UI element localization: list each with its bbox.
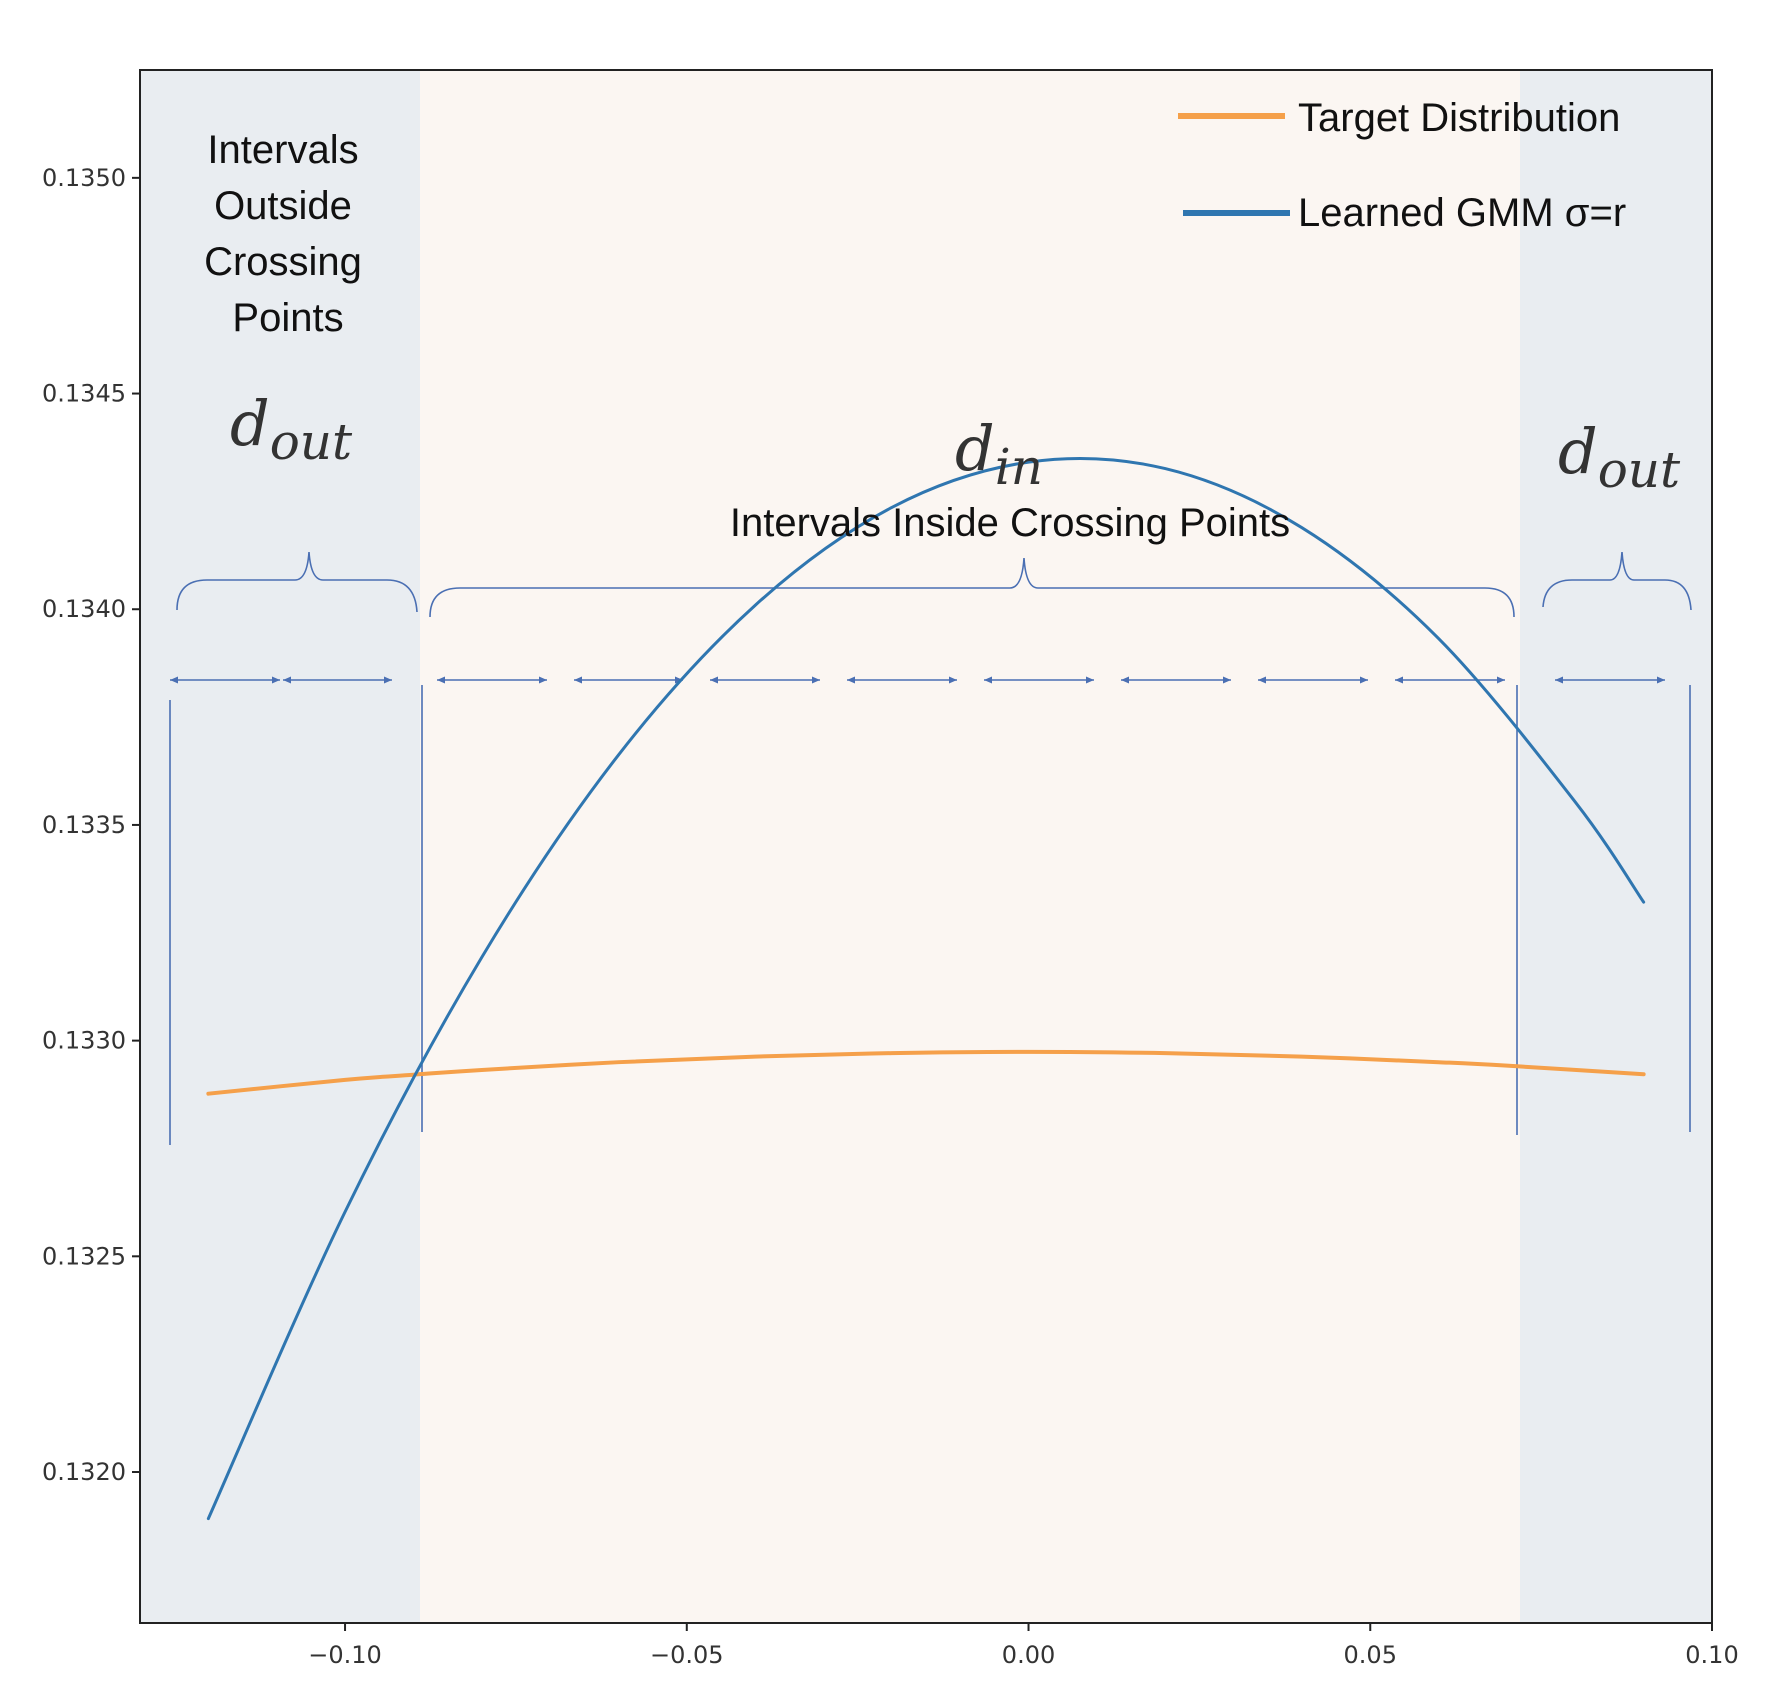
arrow-head [1497,676,1505,684]
arrow-head [539,676,547,684]
d-out-base: d [230,387,270,460]
plot-frame [139,69,1713,1624]
x-tick-label: −0.05 [650,1641,724,1669]
outside-label-line-1: Intervals [207,128,358,172]
arrow-head [812,676,820,684]
arrow-head [675,676,683,684]
outside-label-line-2: Outside [214,184,352,228]
legend-label-target: Target Distribution [1298,96,1620,140]
d-out-sub: out [1598,441,1681,499]
x-tick-label: −0.10 [308,1641,382,1669]
arrow-head [949,676,957,684]
arrow-head [1086,676,1094,684]
arrow-head [283,676,291,684]
y-tick-label: 0.1345 [42,380,126,408]
d-in-sub: in [995,438,1043,496]
y-tick-label: 0.1325 [42,1242,126,1270]
d-out-base: d [1558,415,1598,488]
arrow-head [1258,676,1266,684]
arrow-head [574,676,582,684]
arrow-head [1360,676,1368,684]
arrow-head [847,676,855,684]
outside-label-line-4: Points [232,296,343,340]
arrow-head [1657,676,1665,684]
arrow-head [984,676,992,684]
x-tick-label: 0.10 [1685,1641,1738,1669]
d-in-base: d [955,412,995,485]
inside-label: Intervals Inside Crossing Points [730,501,1290,545]
brace-outside-right [1542,551,1692,611]
interval-arrows [170,676,1665,684]
arrow-head [710,676,718,684]
d-out-left-label: dout [230,387,353,471]
y-tick-label: 0.1330 [42,1027,126,1055]
brace-outside-left [176,551,418,613]
arrow-head [1395,676,1403,684]
d-out-sub: out [270,413,353,471]
arrow-head [1121,676,1129,684]
region-outside-right [1520,70,1712,1623]
y-tick-label: 0.1335 [42,811,126,839]
arrow-head [272,676,280,684]
arrow-head [1223,676,1231,684]
y-axis: 0.1320 0.1325 0.1330 0.1335 0.1340 0.1345 0.13… [42,164,140,1486]
x-tick-label: 0.05 [1344,1641,1397,1669]
legend-label-gmm: Learned GMM σ=r [1298,191,1626,235]
region-outside-left [140,70,420,1623]
arrow-head [437,676,445,684]
legend: Target Distribution Learned GMM σ=r [1178,96,1626,235]
y-tick-label: 0.1320 [42,1458,126,1486]
interval-annotations [169,551,1692,1145]
arrow-head [1555,676,1563,684]
d-in-label: din [955,412,1043,496]
line-learned-gmm [206,456,1646,1521]
arrow-head [170,676,178,684]
outside-label-line-3: Crossing [204,240,362,284]
y-tick-label: 0.1340 [42,595,126,623]
x-axis: −0.10 −0.05 0.00 0.05 0.10 [308,1623,1739,1669]
region-inside [420,70,1520,1623]
brace-inside [429,557,1515,618]
d-out-right-label: dout [1558,415,1681,499]
y-tick-label: 0.1350 [42,164,126,192]
arrow-head [384,676,392,684]
x-tick-label: 0.00 [1002,1641,1055,1669]
